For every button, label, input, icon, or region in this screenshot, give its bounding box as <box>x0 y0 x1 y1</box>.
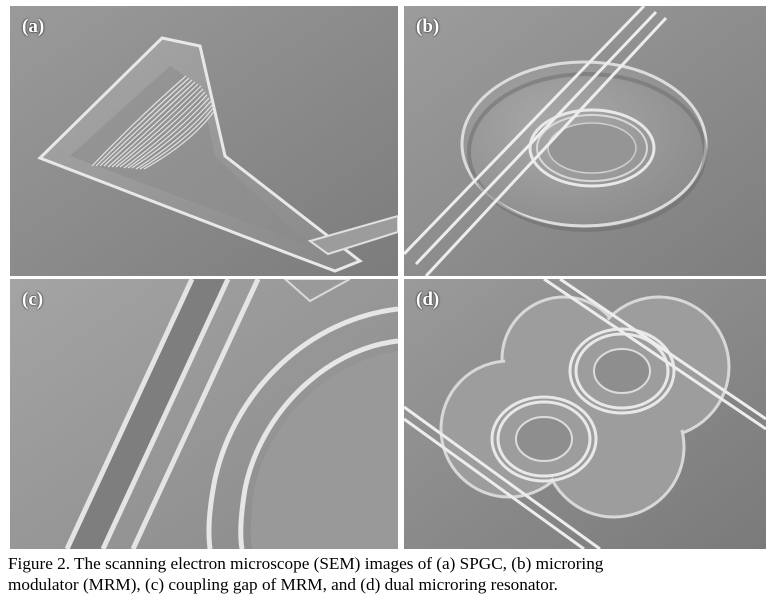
sem-image-mrm: (b) <box>404 6 766 276</box>
panel-label-d: (d) <box>416 289 440 310</box>
panel-label-b: (b) <box>416 16 440 37</box>
figure-caption: Figure 2. The scanning electron microsco… <box>8 553 768 595</box>
caption-line-1: Figure 2. The scanning electron microsco… <box>8 554 604 573</box>
panel-label-c: (c) <box>22 289 44 310</box>
sem-image-dual-microring: (d) <box>404 279 766 549</box>
sem-image-spgc: (a) <box>10 6 398 276</box>
panel-label-a: (a) <box>22 16 45 37</box>
caption-line-2: modulator (MRM), (c) coupling gap of MRM… <box>8 575 558 594</box>
sem-image-coupling-gap: (c) <box>10 279 398 549</box>
